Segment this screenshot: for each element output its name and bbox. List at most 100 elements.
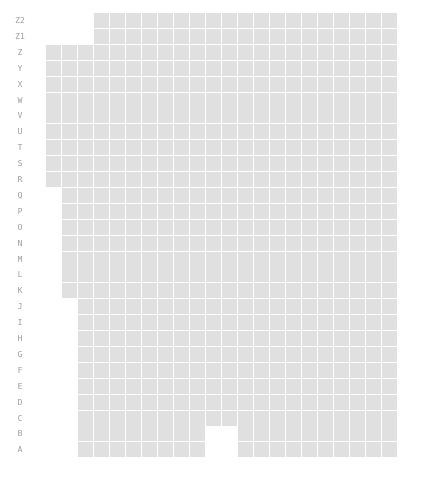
seat-b-4[interactable] [94,426,109,442]
seat-a-17[interactable] [302,442,317,458]
seat-e-9[interactable] [174,378,189,394]
seat-s-21[interactable] [366,156,381,172]
seat-y-14[interactable] [254,60,269,76]
seat-a-3[interactable] [78,442,93,458]
seat-e-21[interactable] [366,378,381,394]
seat-u-5[interactable] [110,124,125,140]
seat-v-8[interactable] [158,108,173,124]
seat-u-6[interactable] [126,124,141,140]
seat-z2-19[interactable] [334,13,349,28]
seat-g-14[interactable] [254,346,269,362]
seat-r-22[interactable] [382,172,397,187]
seat-g-21[interactable] [366,346,381,362]
seat-j-18[interactable] [318,299,333,315]
seat-x-22[interactable] [382,76,397,92]
seat-l-19[interactable] [334,267,349,283]
seat-d-14[interactable] [254,394,269,410]
seat-n-17[interactable] [302,235,317,251]
seat-z2-22[interactable] [382,13,397,28]
seat-a-6[interactable] [126,442,141,458]
seat-s-18[interactable] [318,156,333,172]
seat-t-6[interactable] [126,140,141,156]
seat-g-6[interactable] [126,346,141,362]
seat-l-10[interactable] [190,267,205,283]
seat-q-21[interactable] [366,187,381,203]
seat-u-11[interactable] [206,124,221,140]
seat-s-12[interactable] [222,156,237,172]
seat-t-8[interactable] [158,140,173,156]
seat-c-6[interactable] [126,410,141,426]
seat-z1-21[interactable] [366,28,381,44]
seat-p-12[interactable] [222,203,237,219]
seat-p-2[interactable] [62,203,77,219]
seat-n-2[interactable] [62,235,77,251]
seat-z-13[interactable] [238,44,253,60]
seat-h-8[interactable] [158,331,173,346]
seat-q-12[interactable] [222,187,237,203]
seat-n-7[interactable] [142,235,157,251]
seat-t-1[interactable] [46,140,61,156]
seat-x-13[interactable] [238,76,253,92]
seat-w-1[interactable] [46,92,61,108]
seat-q-17[interactable] [302,187,317,203]
seat-r-17[interactable] [302,172,317,187]
seat-i-12[interactable] [222,315,237,331]
seat-i-10[interactable] [190,315,205,331]
seat-j-16[interactable] [286,299,301,315]
seat-g-4[interactable] [94,346,109,362]
seat-n-13[interactable] [238,235,253,251]
seat-h-15[interactable] [270,331,285,346]
seat-d-20[interactable] [350,394,365,410]
seat-j-4[interactable] [94,299,109,315]
seat-z-3[interactable] [78,44,93,60]
seat-o-13[interactable] [238,219,253,235]
seat-z1-14[interactable] [254,28,269,44]
seat-z-1[interactable] [46,44,61,60]
seat-m-15[interactable] [270,251,285,267]
seat-c-9[interactable] [174,410,189,426]
seat-m-16[interactable] [286,251,301,267]
seat-n-9[interactable] [174,235,189,251]
seat-b-19[interactable] [334,426,349,442]
seat-i-13[interactable] [238,315,253,331]
seat-n-6[interactable] [126,235,141,251]
seat-q-15[interactable] [270,187,285,203]
seat-o-6[interactable] [126,219,141,235]
seat-m-3[interactable] [78,251,93,267]
seat-z1-19[interactable] [334,28,349,44]
seat-z2-9[interactable] [174,13,189,28]
seat-w-18[interactable] [318,92,333,108]
seat-e-13[interactable] [238,378,253,394]
seat-f-3[interactable] [78,362,93,378]
seat-z1-22[interactable] [382,28,397,44]
seat-a-19[interactable] [334,442,349,458]
seat-q-11[interactable] [206,187,221,203]
seat-f-15[interactable] [270,362,285,378]
seat-n-19[interactable] [334,235,349,251]
seat-f-7[interactable] [142,362,157,378]
seat-v-12[interactable] [222,108,237,124]
seat-e-3[interactable] [78,378,93,394]
seat-z-15[interactable] [270,44,285,60]
seat-a-21[interactable] [366,442,381,458]
seat-r-13[interactable] [238,172,253,187]
seat-e-20[interactable] [350,378,365,394]
seat-k-14[interactable] [254,283,269,299]
seat-h-9[interactable] [174,331,189,346]
seat-u-10[interactable] [190,124,205,140]
seat-f-21[interactable] [366,362,381,378]
seat-b-5[interactable] [110,426,125,442]
seat-t-18[interactable] [318,140,333,156]
seat-c-12[interactable] [222,410,237,426]
seat-s-10[interactable] [190,156,205,172]
seat-s-3[interactable] [78,156,93,172]
seat-u-22[interactable] [382,124,397,140]
seat-v-16[interactable] [286,108,301,124]
seat-j-3[interactable] [78,299,93,315]
seat-t-21[interactable] [366,140,381,156]
seat-l-12[interactable] [222,267,237,283]
seat-l-17[interactable] [302,267,317,283]
seat-j-8[interactable] [158,299,173,315]
seat-c-18[interactable] [318,410,333,426]
seat-d-17[interactable] [302,394,317,410]
